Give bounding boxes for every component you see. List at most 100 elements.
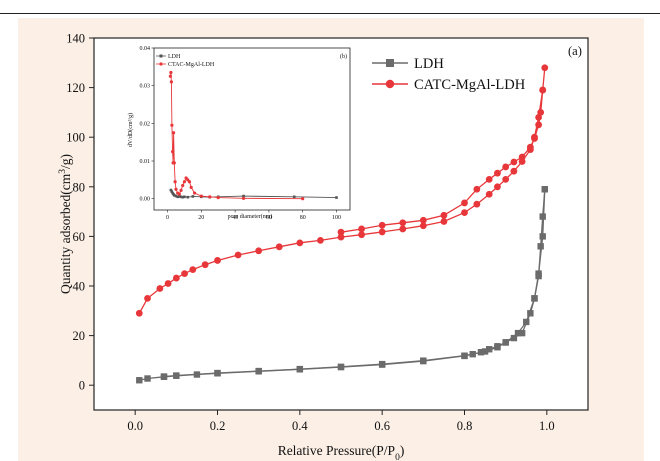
panel-label-a: (a) (568, 44, 582, 58)
inset-point-ctac (174, 187, 178, 191)
inset-y-tick-label: 0.04 (140, 46, 151, 52)
inset-point-ldh (186, 195, 190, 199)
point-catc-desorption (518, 153, 526, 161)
inset-point-ldh (292, 195, 296, 199)
inset-frame (153, 47, 351, 211)
inset-point-ldh (169, 188, 173, 192)
point-catc-adsorption (337, 233, 345, 241)
point-catc-desorption (531, 135, 538, 142)
point-catc-adsorption (189, 266, 197, 274)
point-ldh-desorption (420, 357, 427, 364)
point-catc-desorption (537, 109, 545, 116)
inset-y-tick-label: 0.02 (140, 121, 151, 127)
x-tick-label: 0.8 (457, 419, 473, 433)
point-catc-adsorption (172, 274, 180, 282)
point-ldh-desorption (518, 329, 526, 337)
inset-point-ldh (176, 195, 179, 199)
inset-legend-label-ctac: CTAC-MgAl-LDH (168, 62, 215, 68)
inset-point-ldh (335, 196, 338, 199)
x-axis-title: Relative Pressure(P/P0) (278, 443, 405, 461)
y-tick-label: 80 (73, 180, 86, 194)
point-ldh-desorption (539, 213, 546, 220)
inset-axes: 0 20 40 60 80 100 0.00 0.01 0.02 0.03 0.04 (140, 46, 341, 221)
point-ldh-adsorption (144, 375, 151, 382)
point-ldh-desorption (527, 310, 534, 317)
inset-point-ctac (173, 180, 177, 184)
inset-series (168, 70, 338, 201)
point-catc-desorption (526, 143, 534, 151)
point-catc-adsorption (358, 231, 365, 239)
inset-point-ctac (169, 70, 173, 75)
inset-point-ctac (172, 131, 176, 135)
point-catc-desorption (473, 185, 481, 193)
point-catc-adsorption (399, 225, 407, 233)
panel-label-b: (b) (340, 53, 347, 60)
inset-point-ctac (199, 194, 203, 198)
inset-point-ctac (168, 74, 172, 78)
point-catc-adsorption (234, 251, 242, 259)
point-catc-desorption (494, 169, 501, 177)
point-catc-adsorption (485, 190, 493, 198)
y-tick-label: 20 (73, 329, 86, 343)
inset-point-ldh (181, 195, 185, 199)
point-catc-adsorption (255, 247, 263, 255)
point-ldh-desorption (469, 351, 476, 358)
y-tick-label: 40 (73, 280, 86, 294)
inset-point-ldh (242, 194, 245, 198)
point-ldh-adsorption (514, 329, 522, 337)
point-catc-desorption (440, 211, 448, 219)
point-ldh-desorption (486, 346, 493, 353)
legend-marker-ldh (386, 59, 394, 67)
point-catc-desorption (419, 216, 427, 224)
point-catc-adsorption (473, 200, 481, 208)
point-catc-adsorption (494, 183, 501, 191)
inset-point-ctac (169, 80, 174, 84)
point-catc-desorption (378, 221, 386, 229)
point-catc-adsorption (275, 243, 283, 251)
point-catc-desorption (485, 175, 493, 183)
legend-label-catc: CATC-MgAl-LDH (414, 77, 526, 93)
point-catc-adsorption (214, 257, 221, 264)
point-catc-desorption (510, 158, 518, 166)
inset-x-tick-label: 20 (198, 215, 204, 221)
inset-point-ldh (172, 194, 176, 197)
point-catc-desorption (539, 86, 547, 94)
inset-point-ctac (192, 191, 197, 195)
inset-x-axis-title: pore diameter(nm) (228, 213, 273, 220)
inset-point-ctac (170, 123, 174, 127)
point-ldh-desorption (541, 186, 548, 193)
point-catc-adsorption (181, 270, 188, 277)
inset-legend-marker-ctac (159, 62, 163, 66)
point-catc-adsorption (461, 209, 468, 216)
inset-point-ldh (170, 190, 174, 193)
top-rule (0, 13, 660, 14)
inset-legend-label-ldh: LDH (168, 54, 181, 60)
point-ldh-adsorption (481, 348, 489, 355)
point-ldh-desorption (510, 334, 518, 342)
inset-point-ctac (208, 195, 212, 199)
main-frame (93, 37, 589, 411)
inset-point-ctac (179, 188, 183, 193)
point-catc-adsorption (164, 280, 172, 287)
main-axes: 0.0 0.2 0.4 0.6 0.8 1.0 0 20 40 60 80 100 120 140 (66, 32, 589, 433)
point-catc-desorption (337, 228, 345, 236)
legend-marker-catc (385, 79, 395, 89)
inset-point-ctac (189, 185, 193, 189)
inset-y-tick-label: 0.00 (140, 197, 151, 203)
point-ldh-desorption (337, 363, 345, 371)
point-ldh-desorption (296, 365, 304, 373)
point-ldh-desorption (255, 367, 262, 375)
point-catc-adsorption (378, 228, 386, 236)
main-legend: LDH CATC-MgAl-LDH (372, 56, 526, 93)
point-catc-adsorption (156, 285, 164, 292)
y-tick-label: 0 (79, 379, 85, 393)
y-tick-label: 60 (73, 230, 86, 244)
point-catc-adsorption (440, 218, 448, 225)
point-catc-adsorption (502, 175, 510, 183)
point-ldh-adsorption (539, 233, 546, 240)
x-tick-label: 1.0 (539, 419, 555, 433)
inset-y-axis-title: dV/dD(cm³/g) (127, 113, 134, 147)
main-series (135, 64, 549, 384)
y-tick-label: 140 (66, 32, 85, 46)
inset-point-ctac (187, 180, 192, 184)
